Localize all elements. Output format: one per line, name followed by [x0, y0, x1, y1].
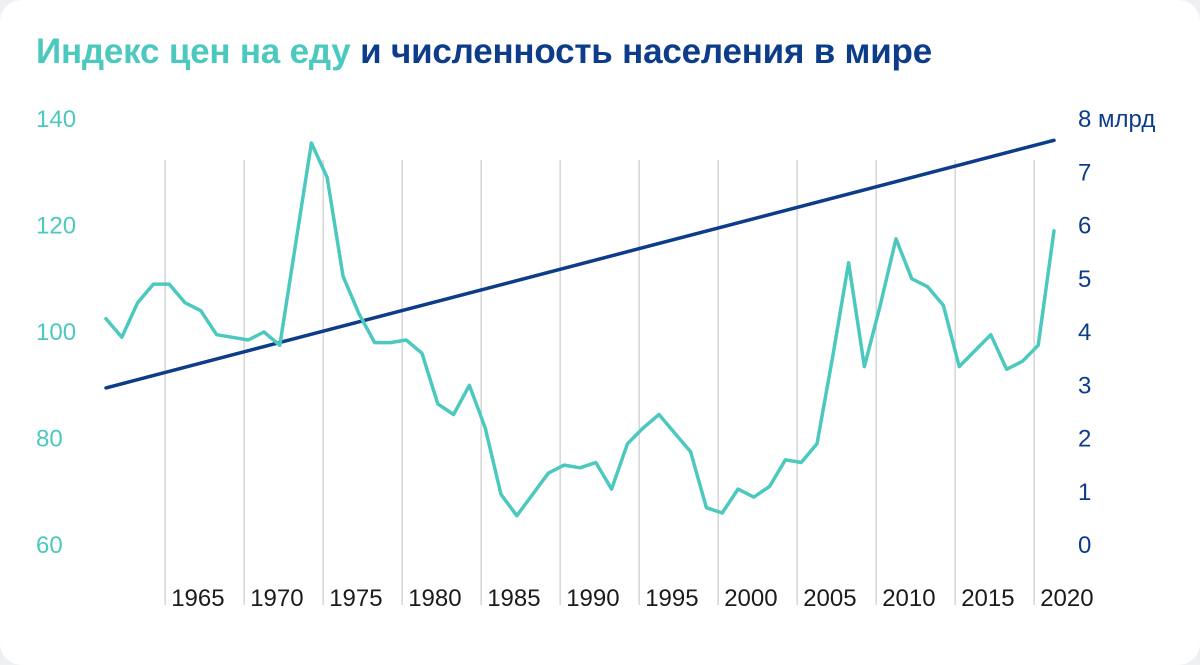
- right-tick-label: 1: [1078, 479, 1091, 506]
- right-tick-label: 0: [1078, 532, 1091, 559]
- right-axis-ticks: 0 1 2 3 4 5 6 7 8 млрд: [1078, 106, 1155, 559]
- left-axis-ticks: 60 80 100 120 140: [36, 106, 76, 559]
- x-tick-label: 1990: [566, 585, 619, 612]
- right-tick-label: 5: [1078, 266, 1091, 293]
- x-tick-label: 2010: [882, 585, 935, 612]
- right-tick-label: 6: [1078, 213, 1091, 240]
- left-tick-label: 100: [36, 319, 76, 346]
- right-tick-label: 8 млрд: [1078, 106, 1155, 133]
- left-tick-label: 140: [36, 106, 76, 133]
- x-tick-label: 1980: [408, 585, 461, 612]
- x-tick-label: 2000: [724, 585, 777, 612]
- x-tick-label: 1970: [250, 585, 303, 612]
- right-tick-label: 2: [1078, 426, 1091, 453]
- left-tick-label: 120: [36, 213, 76, 240]
- x-tick-label: 1985: [487, 585, 540, 612]
- right-tick-label: 7: [1078, 159, 1091, 186]
- x-tick-label: 1995: [645, 585, 698, 612]
- left-tick-label: 60: [36, 532, 63, 559]
- x-tick-label: 1975: [329, 585, 382, 612]
- food-index-series-line: [104, 141, 1056, 518]
- chart-title: Индекс цен на еду и численность населени…: [36, 32, 932, 72]
- right-tick-label: 4: [1078, 319, 1091, 346]
- title-population: и численность населения в мире: [360, 32, 933, 71]
- population-series-line: [104, 138, 1056, 390]
- x-axis-ticks: 1965 1970 1975 1980 1985 1990 1995 2000 2005 2010…: [171, 585, 1093, 612]
- title-food-index: Индекс цен на еду: [36, 32, 351, 71]
- vertical-grid: [164, 160, 1035, 605]
- left-tick-label: 80: [36, 426, 63, 453]
- x-tick-label: 2020: [1040, 585, 1093, 612]
- x-tick-label: 1965: [171, 585, 224, 612]
- x-tick-label: 2005: [803, 585, 856, 612]
- right-tick-label: 3: [1078, 372, 1091, 399]
- x-tick-label: 2015: [961, 585, 1014, 612]
